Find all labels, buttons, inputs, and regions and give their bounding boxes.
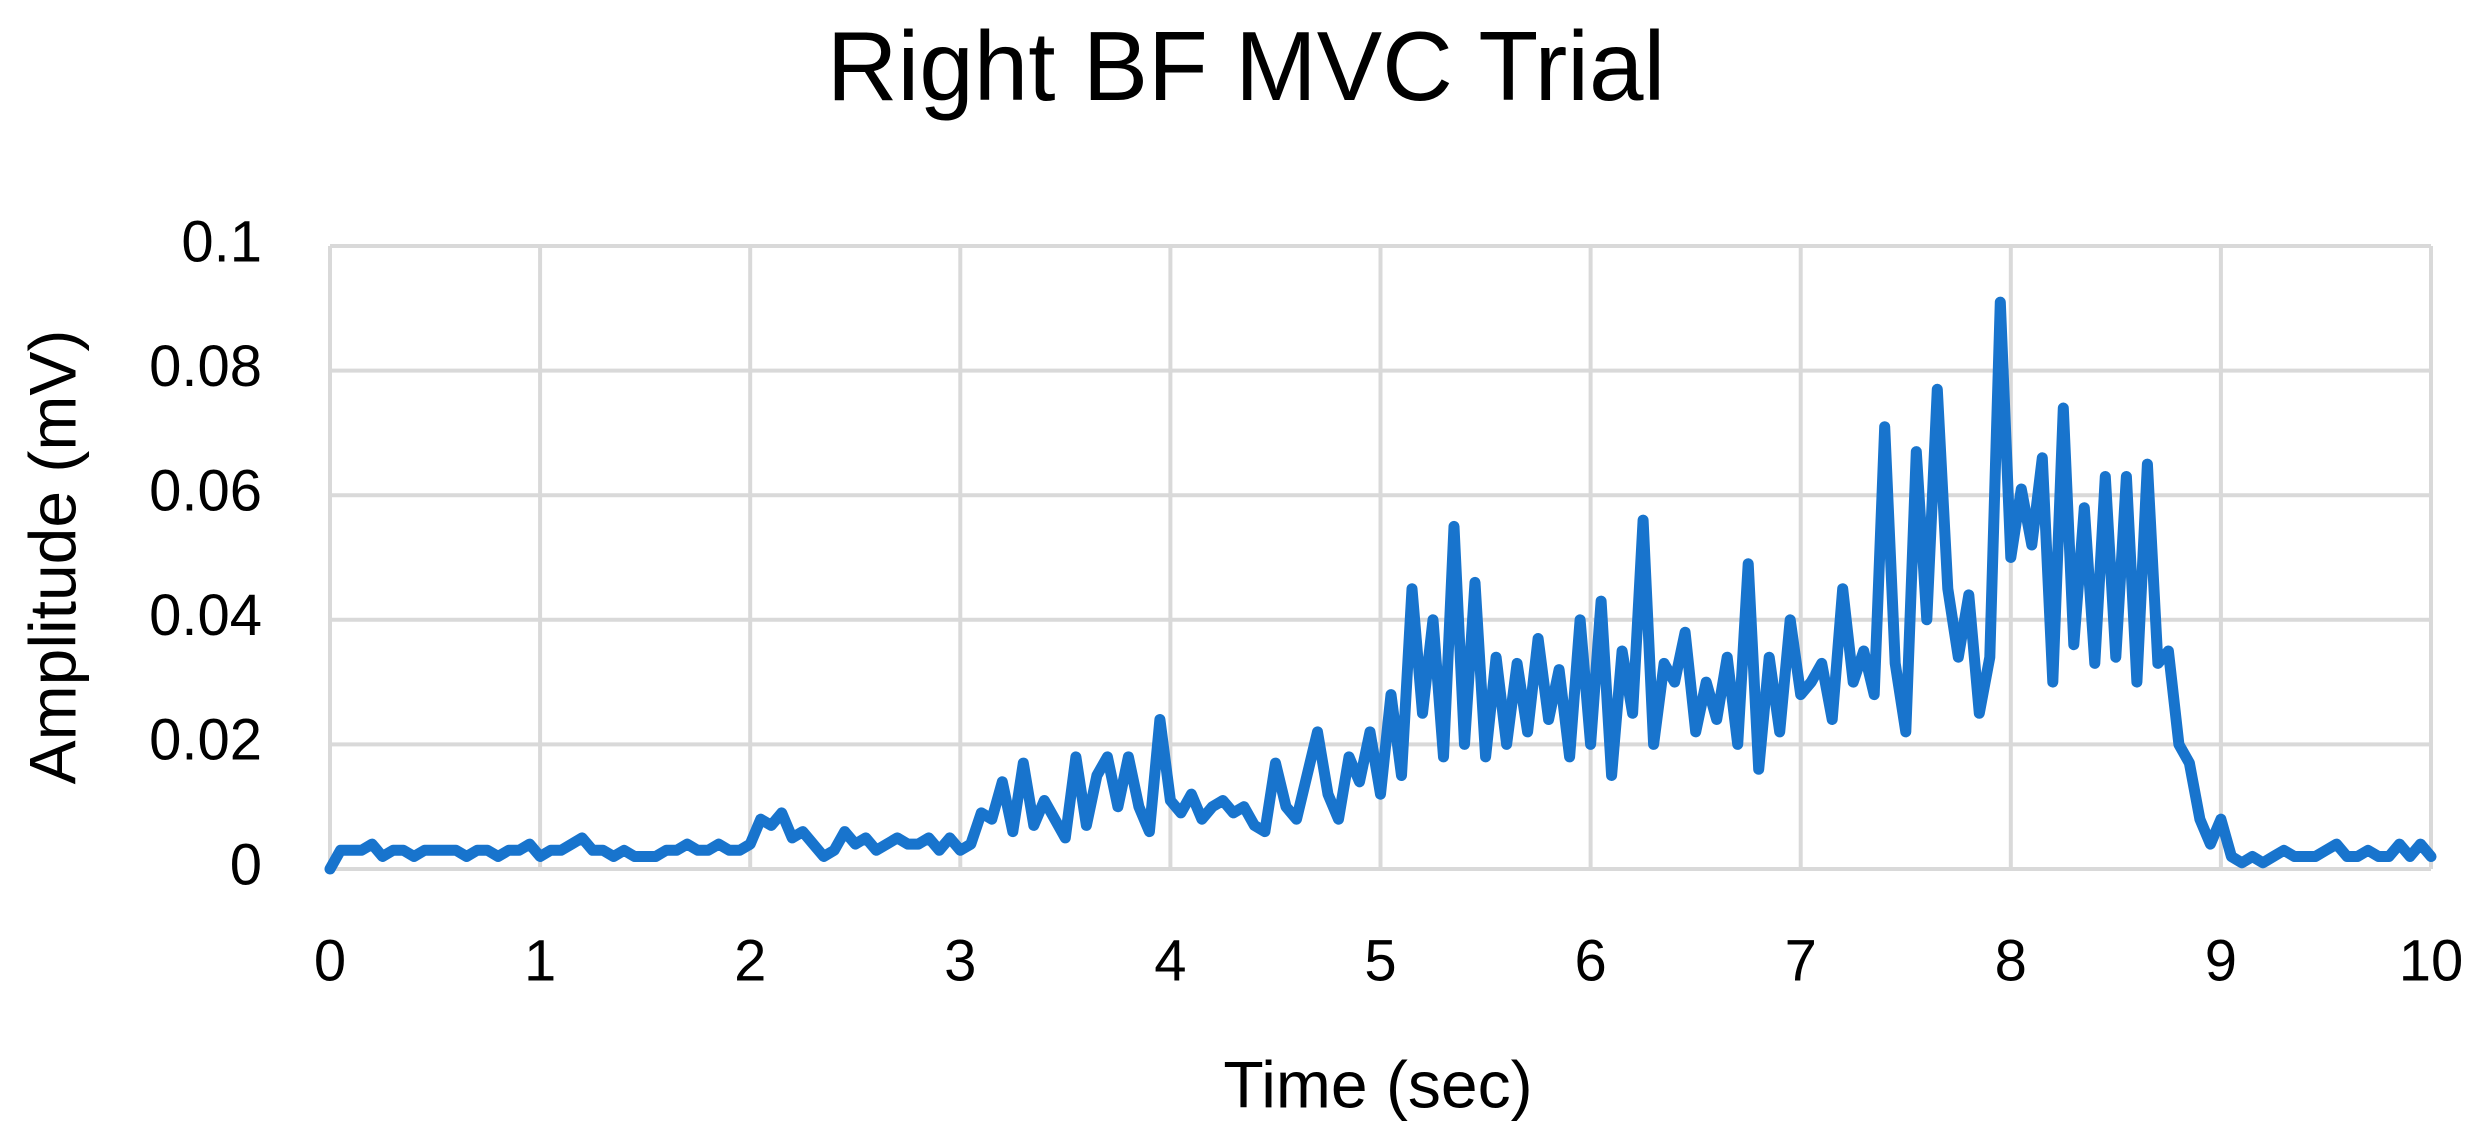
x-tick-label: 5 <box>1364 928 1396 993</box>
x-tick-label: 0 <box>314 928 346 993</box>
x-tick-label: 4 <box>1154 928 1186 993</box>
data-line <box>324 296 2437 875</box>
x-tick-label: 9 <box>2205 928 2237 993</box>
y-tick-label: 0.1 <box>181 209 262 274</box>
y-tick-label: 0.08 <box>149 334 262 399</box>
y-axis-label: Amplitude (mV) <box>15 330 89 785</box>
x-tick-label: 2 <box>734 928 766 993</box>
y-tick-label: 0.06 <box>149 459 262 524</box>
x-axis-label: Time (sec) <box>1223 1047 1532 1121</box>
x-tick-label: 10 <box>2399 928 2464 993</box>
y-tick-label: 0.02 <box>149 708 262 773</box>
x-tick-label: 1 <box>524 928 556 993</box>
x-tick-label: 6 <box>1574 928 1606 993</box>
chart-title: Right BF MVC Trial <box>827 11 1666 121</box>
x-tick-label: 7 <box>1785 928 1817 993</box>
y-tick-label: 0.04 <box>149 583 262 648</box>
y-tick-label: 0 <box>230 832 262 897</box>
x-tick-label: 3 <box>944 928 976 993</box>
x-tick-label: 8 <box>1995 928 2027 993</box>
